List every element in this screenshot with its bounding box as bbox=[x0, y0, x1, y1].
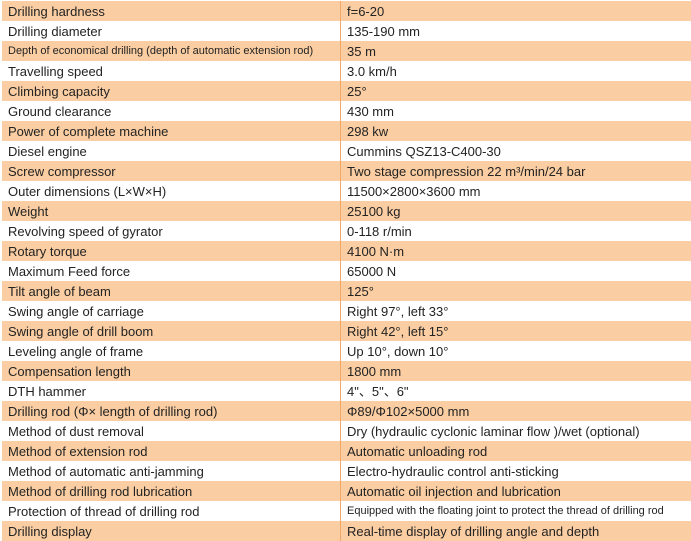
table-row: Tilt angle of beam 125° bbox=[2, 281, 691, 301]
table-row: Swing angle of carriage Right 97°, left 3… bbox=[2, 301, 691, 321]
table-row: Method of extension rod Automatic unloadi… bbox=[2, 441, 691, 461]
spec-label-cell: Method of extension rod bbox=[2, 441, 341, 461]
spec-label-cell: Drilling diameter bbox=[2, 21, 341, 41]
table-row: Maximum Feed force 65000 N bbox=[2, 261, 691, 281]
table-row: Compensation length 1800 mm bbox=[2, 361, 691, 381]
spec-label-cell: Drilling rod (Φ× length of drilling rod) bbox=[2, 401, 341, 421]
spec-label-cell: DTH hammer bbox=[2, 381, 341, 401]
spec-value-cell: f=6-20 bbox=[341, 1, 691, 21]
spec-label-cell: Drilling hardness bbox=[2, 1, 341, 21]
table-row: Drilling display Real-time display of dri… bbox=[2, 521, 691, 541]
spec-value-cell: Automatic oil injection and lubrication bbox=[341, 481, 691, 501]
table-row: Outer dimensions (L×W×H) 11500×2800×3600 … bbox=[2, 181, 691, 201]
table-row: Screw compressor Two stage compression 22… bbox=[2, 161, 691, 181]
spec-value-cell: 4100 N·m bbox=[341, 241, 691, 261]
spec-value-cell: 3.0 km/h bbox=[341, 61, 691, 81]
spec-label-cell: Travelling speed bbox=[2, 61, 341, 81]
spec-label-cell: Compensation length bbox=[2, 361, 341, 381]
spec-value-cell: Right 42°, left 15° bbox=[341, 321, 691, 341]
table-row: Ground clearance 430 mm bbox=[2, 101, 691, 121]
spec-value-cell: 1800 mm bbox=[341, 361, 691, 381]
spec-label-cell: Swing angle of carriage bbox=[2, 301, 341, 321]
spec-label-cell: Diesel engine bbox=[2, 141, 341, 161]
spec-label-cell: Method of automatic anti-jamming bbox=[2, 461, 341, 481]
table-row: Drilling hardness f=6-20 bbox=[2, 1, 691, 21]
table-row: Leveling angle of frame Up 10°, down 10° bbox=[2, 341, 691, 361]
spec-value-cell: 25100 kg bbox=[341, 201, 691, 221]
table-row: Depth of economical drilling (depth of a… bbox=[2, 41, 691, 61]
spec-value-cell: 11500×2800×3600 mm bbox=[341, 181, 691, 201]
spec-value-cell: Up 10°, down 10° bbox=[341, 341, 691, 361]
spec-label-cell: Screw compressor bbox=[2, 161, 341, 181]
table-row: Power of complete machine 298 kw bbox=[2, 121, 691, 141]
spec-value-cell: Equipped with the floating joint to prot… bbox=[341, 501, 691, 521]
spec-label-cell: Depth of economical drilling (depth of a… bbox=[2, 41, 341, 61]
table-row: Method of drilling rod lubrication Automa… bbox=[2, 481, 691, 501]
spec-value-cell: 25° bbox=[341, 81, 691, 101]
spec-value-cell: Two stage compression 22 m³/min/24 bar bbox=[341, 161, 691, 181]
spec-value-cell: Right 97°, left 33° bbox=[341, 301, 691, 321]
table-row: Travelling speed 3.0 km/h bbox=[2, 61, 691, 81]
spec-value-cell: Dry (hydraulic cyclonic laminar flow )/w… bbox=[341, 421, 691, 441]
table-row: DTH hammer 4"、5"、6" bbox=[2, 381, 691, 401]
spec-value-cell: Automatic unloading rod bbox=[341, 441, 691, 461]
spec-label-cell: Leveling angle of frame bbox=[2, 341, 341, 361]
spec-label-cell: Tilt angle of beam bbox=[2, 281, 341, 301]
spec-value-cell: Cummins QSZ13-C400-30 bbox=[341, 141, 691, 161]
spec-label-cell: Swing angle of drill boom bbox=[2, 321, 341, 341]
spec-value-cell: 135-190 mm bbox=[341, 21, 691, 41]
spec-value-cell: 35 m bbox=[341, 41, 691, 61]
table-row: Diesel engine Cummins QSZ13-C400-30 bbox=[2, 141, 691, 161]
spec-label-cell: Method of dust removal bbox=[2, 421, 341, 441]
spec-value-cell: 430 mm bbox=[341, 101, 691, 121]
table-row: Revolving speed of gyrator 0-118 r/min bbox=[2, 221, 691, 241]
spec-value-cell: 125° bbox=[341, 281, 691, 301]
table-row: Method of dust removal Dry (hydraulic cyc… bbox=[2, 421, 691, 441]
table-row: Drilling diameter 135-190 mm bbox=[2, 21, 691, 41]
spec-label-cell: Protection of thread of drilling rod bbox=[2, 501, 341, 521]
spec-value-cell: 4"、5"、6" bbox=[341, 381, 691, 401]
spec-label-cell: Drilling display bbox=[2, 521, 341, 541]
spec-value-cell: 0-118 r/min bbox=[341, 221, 691, 241]
table-row: Method of automatic anti-jamming Electro-… bbox=[2, 461, 691, 481]
table-row: Drilling rod (Φ× length of drilling rod)… bbox=[2, 401, 691, 421]
spec-label-cell: Maximum Feed force bbox=[2, 261, 341, 281]
spec-value-cell: Φ89/Φ102×5000 mm bbox=[341, 401, 691, 421]
table-row: Rotary torque 4100 N·m bbox=[2, 241, 691, 261]
table-row: Swing angle of drill boom Right 42°, left… bbox=[2, 321, 691, 341]
spec-label-cell: Weight bbox=[2, 201, 341, 221]
spec-label-cell: Method of drilling rod lubrication bbox=[2, 481, 341, 501]
table-row: Weight 25100 kg bbox=[2, 201, 691, 221]
spec-label-cell: Revolving speed of gyrator bbox=[2, 221, 341, 241]
spec-value-cell: 65000 N bbox=[341, 261, 691, 281]
spec-label-cell: Power of complete machine bbox=[2, 121, 341, 141]
table-row: Climbing capacity 25° bbox=[2, 81, 691, 101]
spec-value-cell: 298 kw bbox=[341, 121, 691, 141]
table-row: Protection of thread of drilling rod Equi… bbox=[2, 501, 691, 521]
spec-label-cell: Climbing capacity bbox=[2, 81, 341, 101]
spec-value-cell: Electro-hydraulic control anti-sticking bbox=[341, 461, 691, 481]
spec-label-cell: Outer dimensions (L×W×H) bbox=[2, 181, 341, 201]
spec-label-cell: Rotary torque bbox=[2, 241, 341, 261]
spec-label-cell: Ground clearance bbox=[2, 101, 341, 121]
spec-value-cell: Real-time display of drilling angle and … bbox=[341, 521, 691, 541]
